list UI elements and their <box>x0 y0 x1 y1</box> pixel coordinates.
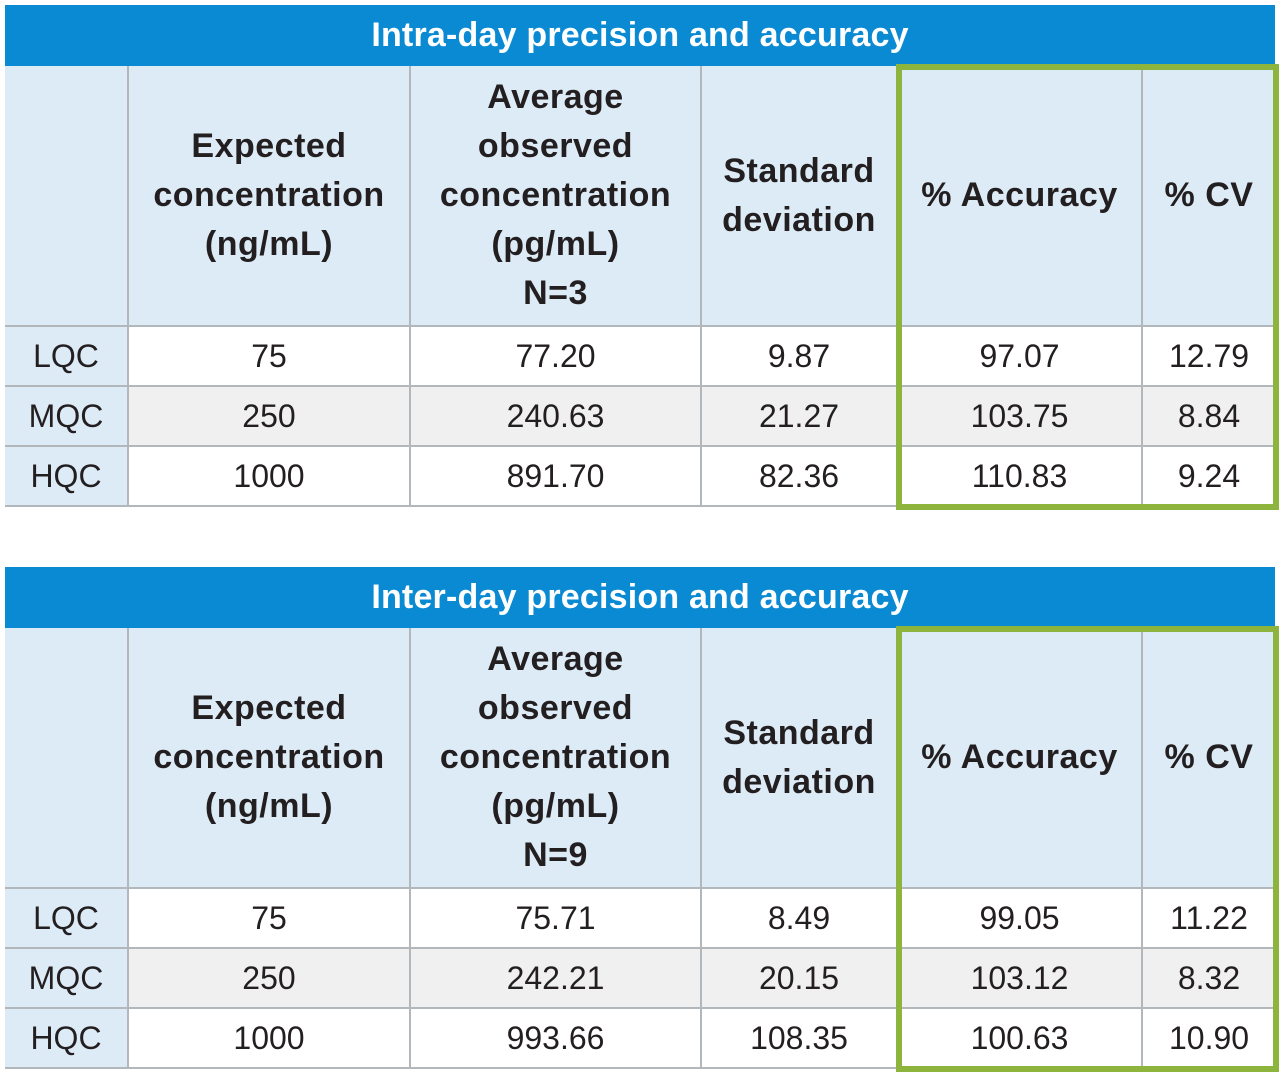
std-cell: 108.35 <box>701 1008 898 1069</box>
accuracy-cell: 100.63 <box>897 1008 1143 1069</box>
header-row: Expected concentration (ng/mL) Average o… <box>5 628 1276 889</box>
expected-cell: 75 <box>128 326 411 387</box>
average-observed-header: Average observed concentration (pg/mL) N… <box>410 628 702 889</box>
std-cell: 9.87 <box>701 326 898 387</box>
inter-day-table: Inter-day precision and accuracy Expecte… <box>5 567 1276 1069</box>
cv-cell: 10.90 <box>1142 1008 1276 1069</box>
cv-header: % CV <box>1142 628 1276 889</box>
std-cell: 21.27 <box>701 386 898 447</box>
expected-concentration-header: Expected concentration (ng/mL) <box>128 628 411 889</box>
cv-cell: 8.84 <box>1142 386 1276 447</box>
average-cell: 242.21 <box>410 948 702 1009</box>
std-cell: 20.15 <box>701 948 898 1009</box>
standard-deviation-header: Standard deviation <box>701 66 898 327</box>
average-cell: 240.63 <box>410 386 702 447</box>
row-label: HQC <box>5 1008 129 1069</box>
table-row: HQC 1000 993.66 108.35 100.63 10.90 <box>5 1008 1276 1069</box>
accuracy-header: % Accuracy <box>897 66 1143 327</box>
standard-deviation-header: Standard deviation <box>701 628 898 889</box>
row-label: HQC <box>5 446 129 507</box>
accuracy-cell: 110.83 <box>897 446 1143 507</box>
table-row: LQC 75 75.71 8.49 99.05 11.22 <box>5 888 1276 949</box>
table-title: Inter-day precision and accuracy <box>5 567 1276 628</box>
cv-cell: 11.22 <box>1142 888 1276 949</box>
row-label: MQC <box>5 386 129 447</box>
average-cell: 77.20 <box>410 326 702 387</box>
expected-cell: 75 <box>128 888 411 949</box>
intra-day-table: Intra-day precision and accuracy Expecte… <box>5 5 1276 507</box>
std-cell: 82.36 <box>701 446 898 507</box>
average-observed-header: Average observed concentration (pg/mL) N… <box>410 66 702 327</box>
accuracy-cell: 99.05 <box>897 888 1143 949</box>
table-title: Intra-day precision and accuracy <box>5 5 1276 66</box>
row-label: LQC <box>5 326 129 387</box>
row-label-header <box>5 66 129 327</box>
header-row: Expected concentration (ng/mL) Average o… <box>5 66 1276 327</box>
table-row: HQC 1000 891.70 82.36 110.83 9.24 <box>5 446 1276 507</box>
cv-cell: 8.32 <box>1142 948 1276 1009</box>
cv-cell: 12.79 <box>1142 326 1276 387</box>
expected-cell: 250 <box>128 386 411 447</box>
accuracy-cell: 103.75 <box>897 386 1143 447</box>
average-cell: 75.71 <box>410 888 702 949</box>
accuracy-cell: 103.12 <box>897 948 1143 1009</box>
expected-cell: 250 <box>128 948 411 1009</box>
accuracy-cell: 97.07 <box>897 326 1143 387</box>
table-row: LQC 75 77.20 9.87 97.07 12.79 <box>5 326 1276 387</box>
std-cell: 8.49 <box>701 888 898 949</box>
table-row: MQC 250 242.21 20.15 103.12 8.32 <box>5 948 1276 1009</box>
expected-concentration-header: Expected concentration (ng/mL) <box>128 66 411 327</box>
row-label: MQC <box>5 948 129 1009</box>
cv-header: % CV <box>1142 66 1276 327</box>
expected-cell: 1000 <box>128 1008 411 1069</box>
average-cell: 891.70 <box>410 446 702 507</box>
cv-cell: 9.24 <box>1142 446 1276 507</box>
expected-cell: 1000 <box>128 446 411 507</box>
row-label-header <box>5 628 129 889</box>
average-cell: 993.66 <box>410 1008 702 1069</box>
accuracy-header: % Accuracy <box>897 628 1143 889</box>
table-row: MQC 250 240.63 21.27 103.75 8.84 <box>5 386 1276 447</box>
row-label: LQC <box>5 888 129 949</box>
